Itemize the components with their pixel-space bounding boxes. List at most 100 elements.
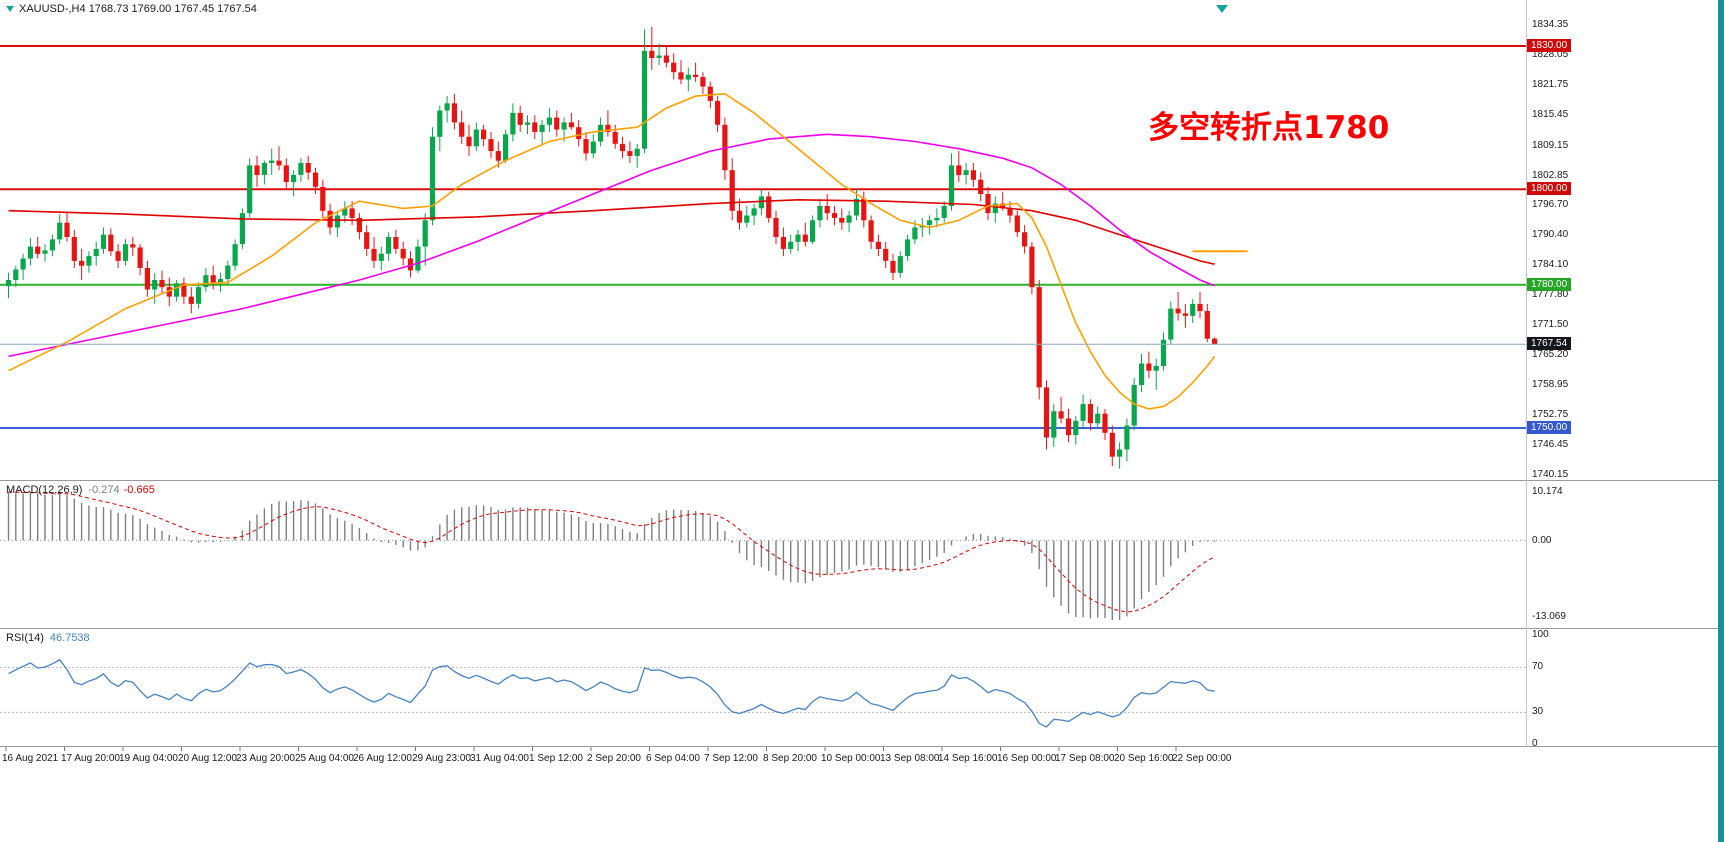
candle-body — [671, 62, 677, 73]
candle-body — [42, 250, 48, 254]
candle-body — [13, 269, 19, 280]
candle-body — [429, 136, 436, 221]
candle-body — [386, 237, 392, 254]
candle-body — [846, 215, 852, 223]
candle-body — [1124, 425, 1130, 450]
candle-body — [532, 122, 538, 132]
candle-body — [788, 241, 794, 249]
candle-body — [1043, 387, 1050, 438]
candle-body — [1168, 308, 1174, 340]
candle-body — [561, 122, 567, 130]
candle-body — [1204, 311, 1210, 339]
candle-body — [868, 220, 874, 242]
chart-shift-marker-icon[interactable] — [1216, 5, 1228, 13]
candle-body — [649, 50, 655, 58]
candle-body — [166, 287, 172, 297]
candle-body — [451, 103, 457, 123]
candle-body — [152, 280, 158, 290]
candle-body — [612, 131, 618, 144]
candle-body — [663, 55, 669, 63]
candle-body — [20, 258, 26, 270]
candle-body — [291, 174, 297, 183]
candle-body — [137, 247, 143, 268]
candle-body — [598, 124, 604, 142]
candle-body — [378, 253, 384, 261]
candle-body — [495, 151, 501, 161]
candle-body — [400, 248, 406, 259]
candle-body — [978, 179, 984, 194]
rsi-label: RSI(14) — [6, 632, 44, 644]
candle-body — [927, 220, 933, 226]
candle-body — [1182, 313, 1188, 316]
candle-body — [269, 160, 275, 163]
candle-body — [93, 248, 99, 257]
candle-body — [334, 215, 340, 228]
candle-body — [217, 279, 224, 283]
candle-body — [320, 186, 326, 211]
candle-body — [700, 77, 706, 87]
macd-signal-value: -0.665 — [123, 484, 155, 496]
candle-body — [159, 280, 165, 288]
macd-label-row: MACD(12,26,9) -0.274 -0.665 — [6, 484, 155, 496]
candle-body — [488, 139, 494, 151]
candle-body — [985, 194, 991, 214]
candle-body — [210, 275, 216, 283]
candle-body — [203, 275, 209, 288]
candle-body — [824, 206, 830, 214]
quote-ohlc-values: 1768.73 1769.00 1767.45 1767.54 — [88, 3, 257, 15]
candle-body — [444, 103, 450, 111]
candle-body — [744, 215, 750, 223]
candle-body — [225, 265, 231, 279]
candle-body — [1153, 365, 1159, 371]
candle-body — [883, 248, 889, 261]
candle-body — [312, 172, 319, 187]
candle-body — [481, 129, 487, 140]
annotation-text[interactable]: 多空转折点1780 — [1148, 110, 1390, 146]
candle-body — [1022, 232, 1028, 247]
candle-body — [276, 160, 282, 166]
candle-body — [751, 208, 757, 216]
candle-body — [1065, 418, 1072, 436]
candle-body — [810, 220, 816, 242]
candle-body — [678, 72, 684, 80]
candle-body — [766, 196, 772, 218]
candle-body — [327, 210, 333, 228]
candle-body — [1029, 246, 1035, 288]
candle-body — [261, 163, 267, 175]
chart-canvas[interactable] — [0, 0, 1724, 770]
candle-body — [773, 217, 779, 237]
candle-body — [64, 222, 70, 237]
candle-body — [510, 112, 516, 135]
candle-body — [1109, 432, 1115, 457]
candle-body — [342, 208, 348, 216]
window-edge — [1718, 0, 1724, 842]
candle-body — [100, 234, 107, 249]
candle-body — [79, 260, 85, 266]
candle-body — [524, 122, 531, 125]
candle-body — [130, 244, 136, 248]
candle-body — [174, 283, 180, 297]
candle-body — [583, 139, 589, 154]
candle-body — [188, 296, 194, 304]
candle-body — [802, 234, 808, 242]
candle-body — [539, 124, 545, 132]
candle-body — [1080, 404, 1086, 421]
candle-body — [890, 260, 896, 273]
candle-body — [144, 268, 150, 290]
candle-body — [57, 222, 63, 240]
candle-body — [839, 217, 845, 223]
candle-body — [634, 148, 640, 156]
candle-body — [627, 151, 633, 156]
candle-body — [415, 246, 421, 271]
ma-mid-magenta-line — [8, 133, 1215, 358]
candle-body — [437, 110, 443, 137]
symbol-dropdown-icon[interactable] — [6, 6, 14, 12]
candle-body — [1190, 303, 1196, 316]
candle-body — [1197, 303, 1203, 312]
candle-body — [715, 100, 721, 125]
candle-body — [795, 234, 801, 242]
candle-body — [554, 117, 560, 130]
candle-body — [1087, 404, 1093, 424]
candle-body — [780, 237, 786, 249]
candle-body — [619, 143, 626, 152]
